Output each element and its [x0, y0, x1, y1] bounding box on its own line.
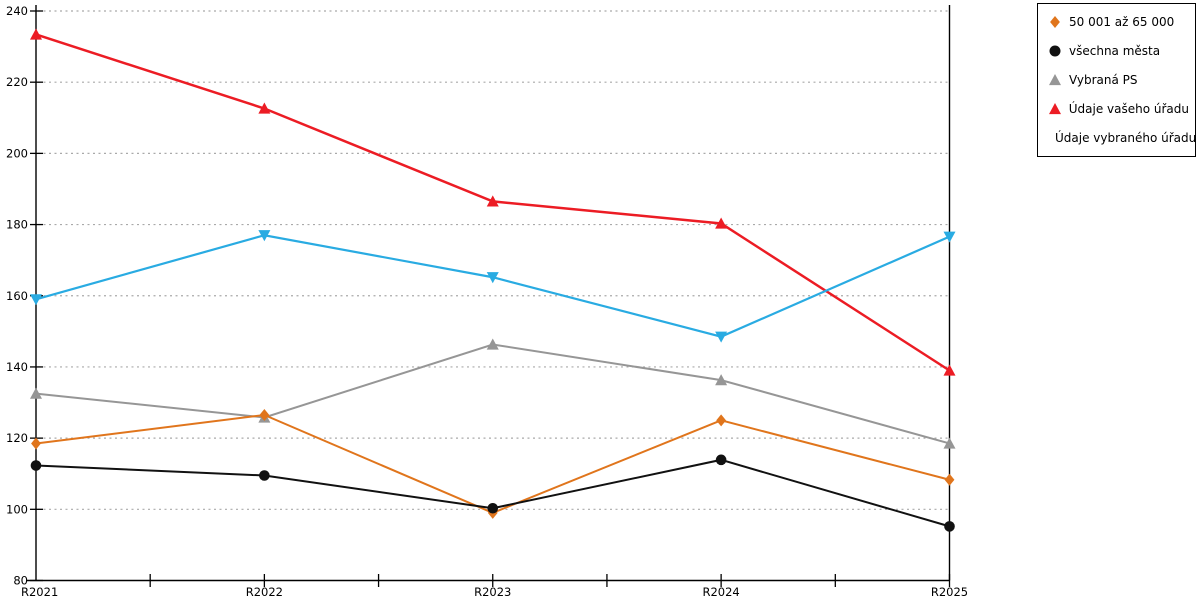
- data-point-marker: [716, 414, 727, 427]
- data-point-marker: [259, 408, 270, 421]
- data-point-marker: [715, 454, 727, 466]
- y-axis-label: 140: [6, 360, 28, 374]
- x-axis-label: R2024: [702, 585, 739, 599]
- data-point-marker: [943, 437, 956, 449]
- data-point-marker: [259, 470, 270, 481]
- data-point-marker: [715, 331, 728, 343]
- legend-item: 50 001 až 65 000: [1048, 15, 1189, 29]
- legend-item: všechna města: [1048, 44, 1189, 58]
- x-axis-label: R2025: [931, 585, 968, 599]
- data-point-marker: [486, 195, 499, 207]
- data-point-marker: [943, 364, 956, 376]
- legend-item: Údaje vybraného úřadu: [1048, 131, 1196, 145]
- legend-item-label: Vybraná PS: [1069, 72, 1138, 87]
- data-point-marker: [715, 217, 728, 229]
- data-point-marker: [943, 231, 956, 243]
- y-axis-label: 200: [6, 146, 28, 160]
- series-line-2: [35, 343, 950, 445]
- legend: 50 001 až 65 000 všechna města Vybraná PS Ú…: [1037, 3, 1196, 157]
- series-line-4: [35, 234, 950, 338]
- legend-item-label: všechna města: [1069, 44, 1161, 59]
- x-axis-label: R2023: [474, 585, 511, 599]
- legend-item-label: Údaje vybraného úřadu: [1055, 130, 1197, 145]
- legend-triangle-up-icon: [1049, 73, 1061, 86]
- data-point-marker: [31, 437, 41, 450]
- legend-item: Údaje vašeho úřadu: [1048, 102, 1189, 116]
- y-axis-label: 120: [6, 431, 28, 445]
- data-point-marker: [944, 473, 955, 486]
- y-axis-label: 100: [6, 502, 28, 516]
- legend-circle-icon: [1049, 45, 1061, 57]
- data-point-marker: [30, 387, 42, 399]
- data-point-marker: [258, 230, 271, 242]
- y-axis-label: 240: [6, 4, 28, 18]
- data-point-marker: [30, 28, 42, 40]
- data-point-marker: [944, 521, 955, 532]
- data-point-marker: [486, 272, 499, 284]
- legend-diamond-icon: [1050, 16, 1060, 29]
- data-point-marker: [258, 102, 271, 114]
- legend-item: Vybraná PS: [1048, 73, 1189, 87]
- legend-triangle-up-icon: [1049, 102, 1061, 114]
- legend-item-label: 50 001 až 65 000: [1069, 15, 1175, 30]
- y-axis-label: 220: [6, 75, 28, 89]
- data-point-marker: [487, 502, 499, 514]
- series-line-0: [35, 413, 950, 514]
- x-axis-label: R2022: [246, 585, 283, 599]
- data-point-marker: [30, 460, 42, 471]
- data-point-marker: [30, 294, 42, 306]
- data-point-marker: [486, 338, 499, 350]
- y-axis-label: 80: [13, 574, 28, 588]
- legend-item-label: Údaje vašeho úřadu: [1068, 101, 1189, 116]
- x-axis-label: R2021: [21, 585, 58, 599]
- y-axis-label: 160: [6, 289, 28, 303]
- y-axis-label: 180: [6, 218, 28, 232]
- data-point-marker: [715, 374, 728, 386]
